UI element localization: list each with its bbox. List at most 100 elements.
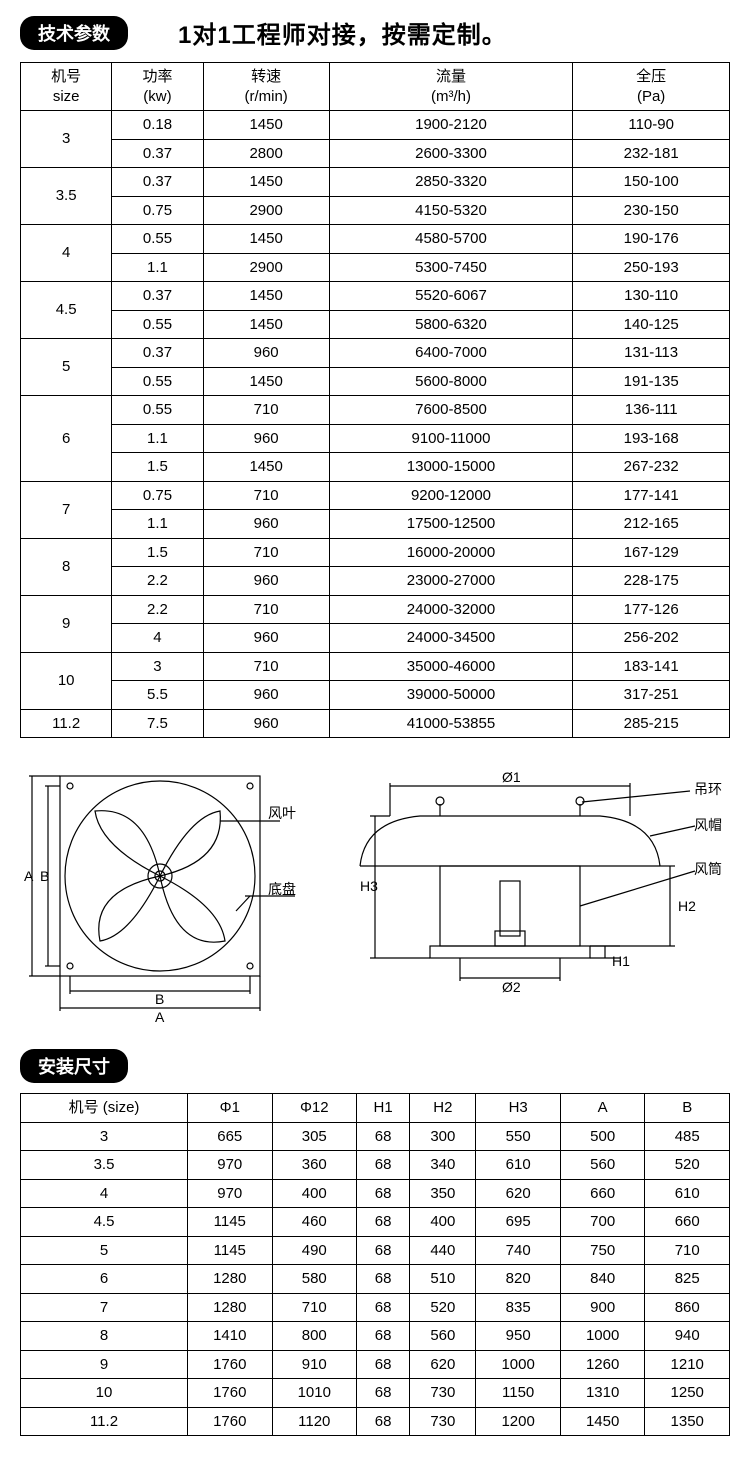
size-cell: 10: [21, 652, 112, 709]
dim-cell: 68: [357, 1236, 410, 1265]
dim-cell: 1200: [476, 1407, 561, 1436]
dim-col-header: H1: [357, 1094, 410, 1123]
dim-cell: 1280: [188, 1293, 273, 1322]
side-view-diagram: Ø1 Ø2 H3 H2 H1 吊环 风帽 风筒: [330, 766, 730, 1031]
label-tube: 风筒: [694, 861, 722, 877]
dim-cell: 1410: [188, 1322, 273, 1351]
spec-cell: 41000-53855: [329, 709, 573, 738]
spec-cell: 0.55: [112, 310, 203, 339]
table-row: 92.271024000-32000177-126: [21, 595, 730, 624]
dim-cell: 68: [357, 1379, 410, 1408]
spec-cell: 1450: [203, 168, 329, 197]
dim-d2: Ø2: [502, 979, 521, 995]
size-cell: 6: [21, 396, 112, 482]
spec-cell: 24000-32000: [329, 595, 573, 624]
table-row: 0.7529004150-5320230-150: [21, 196, 730, 225]
spec-cell: 1450: [203, 282, 329, 311]
dim-cell: 660: [645, 1208, 730, 1237]
spec-col-header: 流量(m³/h): [329, 63, 573, 111]
size-cell: 8: [21, 538, 112, 595]
dim-cell: 740: [476, 1236, 561, 1265]
dim-cell: 700: [560, 1208, 645, 1237]
spec-cell: 2800: [203, 139, 329, 168]
spec-cell: 167-129: [573, 538, 730, 567]
dim-cell: 1760: [188, 1379, 273, 1408]
spec-cell: 0.37: [112, 168, 203, 197]
front-view-diagram: A B B A 风叶 底盘: [20, 766, 310, 1031]
spec-cell: 5600-8000: [329, 367, 573, 396]
dim-cell: 1000: [560, 1322, 645, 1351]
dim-b-v: B: [40, 868, 49, 884]
dim-cell: 400: [410, 1208, 476, 1237]
dim-cell: 1260: [560, 1350, 645, 1379]
dim-cell: 500: [560, 1122, 645, 1151]
spec-cell: 0.55: [112, 396, 203, 425]
dim-cell: 610: [645, 1179, 730, 1208]
size-cell: 3: [21, 111, 112, 168]
table-row: 4.5114546068400695700660: [21, 1208, 730, 1237]
dim-cell: 3.5: [21, 1151, 188, 1180]
table-row: 3.597036068340610560520: [21, 1151, 730, 1180]
dim-cell: 610: [476, 1151, 561, 1180]
spec-cell: 190-176: [573, 225, 730, 254]
dim-col-header: 机号 (size): [21, 1094, 188, 1123]
dim-col-header: B: [645, 1094, 730, 1123]
spec-cell: 0.37: [112, 282, 203, 311]
header-row: 技术参数 1对1工程师对接，按需定制。: [20, 15, 730, 50]
table-row: 0.5514505600-8000191-135: [21, 367, 730, 396]
spec-cell: 285-215: [573, 709, 730, 738]
tagline: 1对1工程师对接，按需定制。: [178, 15, 507, 50]
dim-cell: 730: [410, 1379, 476, 1408]
dim-cell: 560: [410, 1322, 476, 1351]
dim-cell: 1450: [560, 1407, 645, 1436]
spec-cell: 232-181: [573, 139, 730, 168]
spec-cell: 6400-7000: [329, 339, 573, 368]
spec-cell: 230-150: [573, 196, 730, 225]
dim-cell: 68: [357, 1265, 410, 1294]
table-row: 0.3728002600-3300232-181: [21, 139, 730, 168]
label-ring: 吊环: [694, 781, 722, 797]
size-cell: 9: [21, 595, 112, 652]
dim-cell: 940: [645, 1322, 730, 1351]
spec-cell: 960: [203, 567, 329, 596]
dim-cell: 6: [21, 1265, 188, 1294]
table-row: 101760101068730115013101250: [21, 1379, 730, 1408]
table-row: 1.129005300-7450250-193: [21, 253, 730, 282]
dim-cell: 840: [560, 1265, 645, 1294]
table-row: 1.196017500-12500212-165: [21, 510, 730, 539]
dim-cell: 1760: [188, 1407, 273, 1436]
size-cell: 11.2: [21, 709, 112, 738]
spec-cell: 4580-5700: [329, 225, 573, 254]
dim-cell: 7: [21, 1293, 188, 1322]
dim-a-h: A: [155, 1009, 165, 1025]
spec-cell: 4150-5320: [329, 196, 573, 225]
table-row: 497040068350620660610: [21, 1179, 730, 1208]
table-row: 11.21760112068730120014501350: [21, 1407, 730, 1436]
spec-cell: 710: [203, 652, 329, 681]
dim-cell: 360: [272, 1151, 357, 1180]
dim-cell: 68: [357, 1350, 410, 1379]
spec-cell: 193-168: [573, 424, 730, 453]
dim-cell: 665: [188, 1122, 273, 1151]
spec-cell: 39000-50000: [329, 681, 573, 710]
spec-cell: 5520-6067: [329, 282, 573, 311]
spec-cell: 17500-12500: [329, 510, 573, 539]
dim-cell: 440: [410, 1236, 476, 1265]
spec-cell: 0.75: [112, 481, 203, 510]
spec-cell: 7600-8500: [329, 396, 573, 425]
table-row: 60.557107600-8500136-111: [21, 396, 730, 425]
spec-cell: 960: [203, 624, 329, 653]
spec-cell: 5800-6320: [329, 310, 573, 339]
table-row: 0.5514505800-6320140-125: [21, 310, 730, 339]
dim-cell: 10: [21, 1379, 188, 1408]
table-row: 1.19609100-11000193-168: [21, 424, 730, 453]
spec-cell: 1.1: [112, 253, 203, 282]
dim-cell: 460: [272, 1208, 357, 1237]
table-row: 81.571016000-20000167-129: [21, 538, 730, 567]
spec-cell: 1.5: [112, 453, 203, 482]
install-dim-badge: 安装尺寸: [20, 1049, 128, 1083]
spec-col-header: 机号size: [21, 63, 112, 111]
dim-cell: 68: [357, 1179, 410, 1208]
spec-col-header: 全压(Pa): [573, 63, 730, 111]
dim-cell: 860: [645, 1293, 730, 1322]
